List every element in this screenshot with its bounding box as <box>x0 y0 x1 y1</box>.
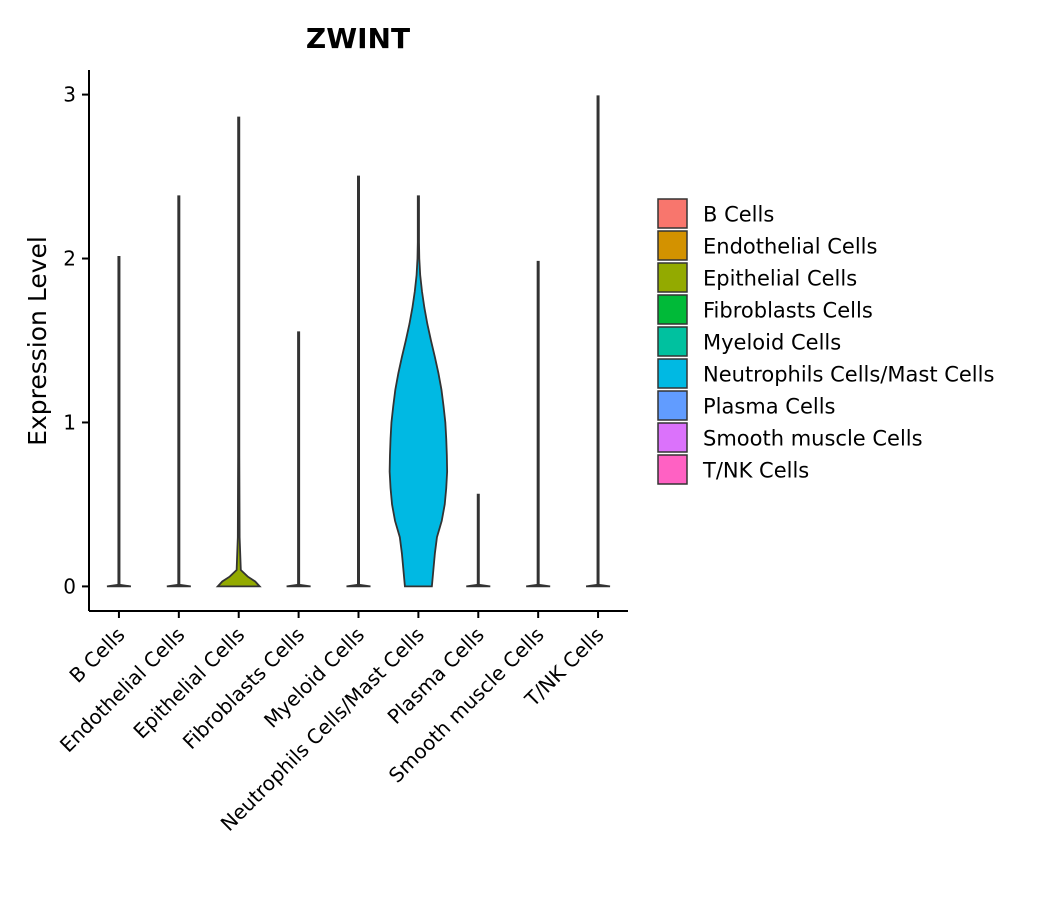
y-axis: 0 1 2 3 <box>63 70 90 611</box>
legend-key-fibroblasts-cells <box>657 294 688 325</box>
violin-smooth-muscle-cells <box>526 260 551 588</box>
violin-epithelial-cells <box>215 116 262 588</box>
legend: B Cells Endothelial Cells Epithelial Cells… <box>657 198 994 485</box>
violin-endothelial-cells <box>166 195 191 588</box>
legend-label-smooth-muscle-cells: Smooth muscle Cells <box>703 427 923 451</box>
legend-key-neutrophils-cells-mast-cells <box>657 358 688 389</box>
legend-label-fibroblasts-cells: Fibroblasts Cells <box>703 299 873 323</box>
violin-t-nk-cells <box>585 95 611 588</box>
y-axis-label: Expression Level <box>23 236 52 446</box>
legend-label-endothelial-cells: Endothelial Cells <box>703 235 877 259</box>
legend-key-plasma-cells <box>657 390 688 421</box>
y-tick-label: 0 <box>63 574 76 598</box>
chart-title: ZWINT <box>306 22 410 55</box>
legend-label-epithelial-cells: Epithelial Cells <box>703 267 857 291</box>
legend-label-b-cells: B Cells <box>703 203 774 227</box>
y-tick-label: 3 <box>63 83 76 107</box>
violin-myeloid-cells <box>346 175 371 588</box>
violin-fibroblasts-cells <box>286 331 311 588</box>
violin-plasma-cells <box>466 493 491 588</box>
legend-key-t-nk-cells <box>657 454 688 485</box>
legend-key-b-cells <box>657 198 688 229</box>
legend-key-smooth-muscle-cells <box>657 422 688 453</box>
y-tick-label: 2 <box>63 247 76 271</box>
legend-key-endothelial-cells <box>657 230 688 261</box>
legend-key-epithelial-cells <box>657 262 688 293</box>
plot-area <box>106 95 611 588</box>
violin-neutrophils-cells-mast-cells <box>388 195 449 588</box>
legend-key-myeloid-cells <box>657 326 688 357</box>
legend-label-myeloid-cells: Myeloid Cells <box>703 331 841 355</box>
violin-b-cells <box>106 255 132 588</box>
legend-label-plasma-cells: Plasma Cells <box>703 395 836 419</box>
legend-label-neutrophils-cells-mast-cells: Neutrophils Cells/Mast Cells <box>703 363 994 387</box>
y-tick-label: 1 <box>63 410 76 434</box>
legend-label-t-nk-cells: T/NK Cells <box>702 459 809 483</box>
